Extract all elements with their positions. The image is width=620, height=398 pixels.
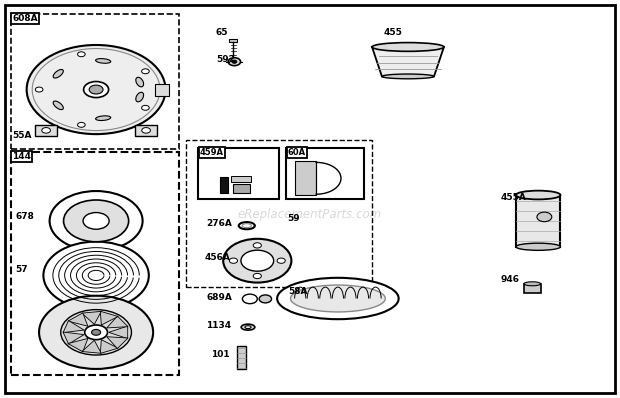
- Bar: [11, 152, 179, 375]
- Ellipse shape: [291, 285, 385, 312]
- Ellipse shape: [239, 222, 255, 229]
- Bar: [231, 176, 251, 182]
- Text: 276A: 276A: [206, 219, 232, 228]
- Text: 678: 678: [16, 212, 34, 221]
- Polygon shape: [82, 340, 101, 353]
- Ellipse shape: [372, 43, 444, 51]
- Circle shape: [141, 105, 149, 110]
- Ellipse shape: [136, 77, 144, 87]
- Text: 1134: 1134: [206, 321, 231, 330]
- Polygon shape: [100, 339, 118, 353]
- Text: 946: 946: [501, 275, 520, 284]
- Ellipse shape: [95, 116, 111, 121]
- Bar: [11, 14, 179, 149]
- Circle shape: [232, 60, 237, 63]
- Circle shape: [27, 45, 166, 134]
- Circle shape: [63, 200, 128, 242]
- Polygon shape: [372, 47, 444, 76]
- Polygon shape: [108, 326, 128, 339]
- Circle shape: [253, 273, 262, 279]
- Text: 55A: 55A: [12, 131, 32, 140]
- Polygon shape: [100, 311, 118, 325]
- Polygon shape: [107, 316, 128, 328]
- Bar: [294, 161, 316, 195]
- Ellipse shape: [382, 74, 434, 79]
- Text: 58A: 58A: [288, 287, 308, 297]
- Text: eReplacementParts.com: eReplacementParts.com: [238, 209, 382, 221]
- Ellipse shape: [277, 278, 399, 319]
- Polygon shape: [63, 321, 84, 333]
- Ellipse shape: [95, 59, 111, 63]
- Ellipse shape: [136, 92, 144, 102]
- Bar: [524, 284, 541, 293]
- Bar: [186, 140, 372, 287]
- Bar: [220, 177, 228, 193]
- Circle shape: [223, 239, 291, 283]
- Bar: [229, 39, 237, 42]
- Bar: [232, 184, 250, 193]
- Ellipse shape: [516, 243, 560, 250]
- Circle shape: [84, 82, 108, 98]
- Ellipse shape: [53, 101, 63, 109]
- Circle shape: [142, 128, 151, 133]
- Text: 60A: 60A: [288, 148, 306, 157]
- Circle shape: [78, 123, 85, 127]
- Text: 59: 59: [287, 214, 299, 223]
- Bar: [135, 125, 157, 136]
- Circle shape: [229, 258, 237, 263]
- Polygon shape: [107, 337, 128, 349]
- Text: 57: 57: [16, 265, 28, 275]
- Bar: [35, 125, 57, 136]
- Circle shape: [85, 325, 107, 339]
- Circle shape: [43, 242, 149, 309]
- Circle shape: [61, 310, 131, 355]
- Bar: [286, 148, 364, 199]
- Circle shape: [141, 69, 149, 74]
- Circle shape: [537, 212, 552, 222]
- Circle shape: [92, 330, 100, 335]
- Text: 455A: 455A: [501, 193, 527, 202]
- Text: 144: 144: [12, 152, 32, 161]
- Circle shape: [42, 128, 50, 133]
- Ellipse shape: [516, 191, 560, 199]
- Ellipse shape: [245, 326, 251, 329]
- Ellipse shape: [524, 282, 541, 286]
- Circle shape: [35, 87, 43, 92]
- Bar: [237, 346, 246, 369]
- Text: 608A: 608A: [12, 14, 38, 23]
- Circle shape: [50, 191, 143, 251]
- Circle shape: [78, 52, 85, 57]
- Ellipse shape: [242, 224, 252, 228]
- Circle shape: [259, 295, 272, 303]
- Bar: [516, 195, 560, 247]
- Circle shape: [228, 58, 241, 66]
- Circle shape: [253, 243, 262, 248]
- Bar: [155, 84, 169, 96]
- Circle shape: [83, 213, 109, 229]
- Polygon shape: [68, 313, 88, 326]
- Text: 456A: 456A: [205, 253, 231, 262]
- Circle shape: [242, 294, 257, 304]
- Polygon shape: [68, 338, 88, 352]
- Circle shape: [89, 85, 103, 94]
- Ellipse shape: [53, 70, 63, 78]
- Text: 689A: 689A: [206, 293, 232, 302]
- Polygon shape: [82, 311, 101, 324]
- Circle shape: [241, 250, 273, 271]
- Text: 592: 592: [216, 55, 234, 64]
- Text: 101: 101: [211, 350, 229, 359]
- Circle shape: [277, 258, 285, 263]
- Text: 455: 455: [383, 28, 402, 37]
- Ellipse shape: [241, 324, 255, 330]
- Circle shape: [39, 296, 153, 369]
- Bar: [198, 148, 279, 199]
- Text: 459A: 459A: [200, 148, 224, 157]
- Polygon shape: [63, 332, 84, 344]
- Text: 65: 65: [216, 28, 228, 37]
